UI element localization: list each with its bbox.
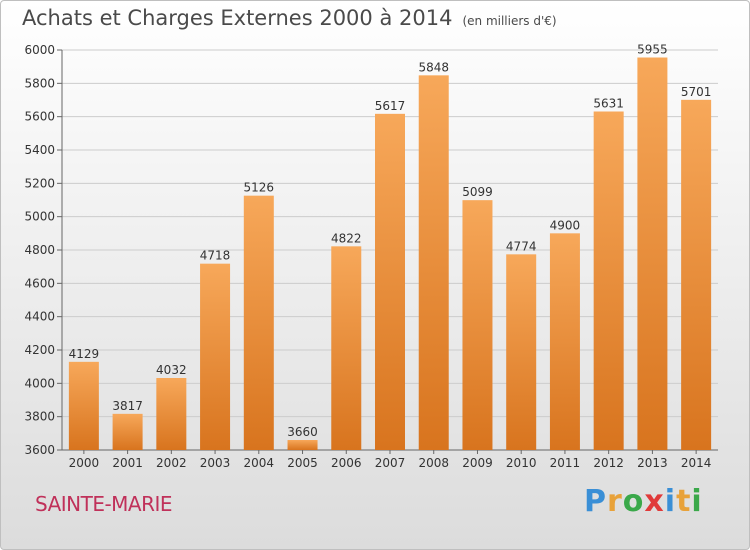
logo-letter: t bbox=[676, 484, 692, 519]
bars bbox=[68, 57, 712, 450]
proxiti-logo: Proxiti bbox=[584, 484, 703, 519]
x-tick-label: 2003 bbox=[200, 456, 231, 470]
y-tick-label: 5400 bbox=[24, 143, 55, 157]
data-label: 5955 bbox=[637, 43, 668, 57]
x-tick-label: 2006 bbox=[331, 456, 362, 470]
bar-2003 bbox=[200, 263, 231, 450]
town-name: SAINTE-MARIE bbox=[35, 492, 173, 516]
data-label: 4900 bbox=[550, 218, 581, 232]
bar-2009 bbox=[462, 200, 493, 450]
y-tick-label: 4000 bbox=[24, 376, 55, 390]
bar-2008 bbox=[418, 75, 449, 450]
y-tick-label: 4200 bbox=[24, 343, 55, 357]
y-tick-labels: 3600 3800 4000 4200 4400 4600 4800 5000 5200 5400… bbox=[24, 43, 55, 457]
logo-letter: r bbox=[607, 484, 623, 519]
bar-2011 bbox=[549, 233, 580, 450]
bar-2007 bbox=[375, 113, 405, 450]
data-label: 4129 bbox=[69, 347, 100, 361]
x-tick-label: 2009 bbox=[462, 456, 493, 470]
bar-2004 bbox=[243, 195, 274, 450]
x-tick-label: 2011 bbox=[550, 456, 581, 470]
logo-letter: o bbox=[622, 484, 645, 519]
y-tick-label: 4400 bbox=[24, 310, 55, 324]
logo-letter: x bbox=[644, 484, 665, 519]
data-label: 4718 bbox=[200, 249, 231, 263]
x-tick-label: 2000 bbox=[69, 456, 100, 470]
bar-2013 bbox=[637, 57, 668, 450]
y-tick-label: 4600 bbox=[24, 276, 55, 290]
y-tick-label: 4800 bbox=[24, 243, 55, 257]
data-label: 3817 bbox=[112, 399, 143, 413]
data-label: 5099 bbox=[462, 185, 493, 199]
y-tick-label: 5800 bbox=[24, 76, 55, 90]
y-tick-label: 6000 bbox=[24, 43, 55, 57]
bar-2002 bbox=[156, 378, 187, 450]
logo-letter: i bbox=[691, 484, 703, 519]
bar-2005 bbox=[287, 440, 318, 450]
y-tick-label: 5000 bbox=[24, 210, 55, 224]
x-tick-label: 2007 bbox=[375, 456, 406, 470]
data-label: 4822 bbox=[331, 231, 362, 245]
data-label: 4774 bbox=[506, 239, 537, 253]
x-tick-label: 2008 bbox=[418, 456, 449, 470]
bar-2010 bbox=[506, 254, 537, 450]
logo-letter: P bbox=[584, 484, 607, 519]
bar-2012 bbox=[593, 111, 624, 450]
x-tick-labels: 2000 2001 2002 2003 2004 2005 2006 2007 2008 2009… bbox=[69, 456, 712, 470]
data-label: 5848 bbox=[418, 60, 449, 74]
unit-note: (en milliers d'€) bbox=[462, 14, 557, 28]
chart-title: Achats et Charges Externes 2000 à 2014 (e… bbox=[22, 6, 557, 30]
y-tick-label: 3600 bbox=[24, 443, 55, 457]
y-tick-label: 5600 bbox=[24, 110, 55, 124]
data-label: 5631 bbox=[593, 97, 624, 111]
data-label: 4032 bbox=[156, 363, 187, 377]
bar-2000 bbox=[68, 361, 99, 450]
data-label: 5617 bbox=[375, 99, 406, 113]
data-label: 5126 bbox=[244, 181, 275, 195]
bar-2001 bbox=[112, 413, 143, 450]
y-tick-label: 5200 bbox=[24, 176, 55, 190]
x-tick-label: 2001 bbox=[112, 456, 143, 470]
data-label: 3660 bbox=[287, 425, 318, 439]
x-tick-label: 2002 bbox=[156, 456, 187, 470]
x-tick-label: 2014 bbox=[681, 456, 712, 470]
data-label: 5701 bbox=[681, 85, 712, 99]
chart-title-text: Achats et Charges Externes 2000 à 2014 bbox=[22, 6, 453, 30]
x-tick-label: 2005 bbox=[287, 456, 318, 470]
x-tick-label: 2010 bbox=[506, 456, 537, 470]
bar-2006 bbox=[331, 246, 362, 450]
x-tick-label: 2013 bbox=[637, 456, 668, 470]
y-tick-label: 3800 bbox=[24, 410, 55, 424]
logo-letter: i bbox=[664, 484, 677, 519]
bar-2014 bbox=[681, 99, 712, 450]
data-labels: 4129 3817 4032 4718 5126 3660 4822 5617 5848 5099… bbox=[69, 43, 712, 440]
x-tick-label: 2012 bbox=[593, 456, 624, 470]
x-tick-label: 2004 bbox=[244, 456, 275, 470]
